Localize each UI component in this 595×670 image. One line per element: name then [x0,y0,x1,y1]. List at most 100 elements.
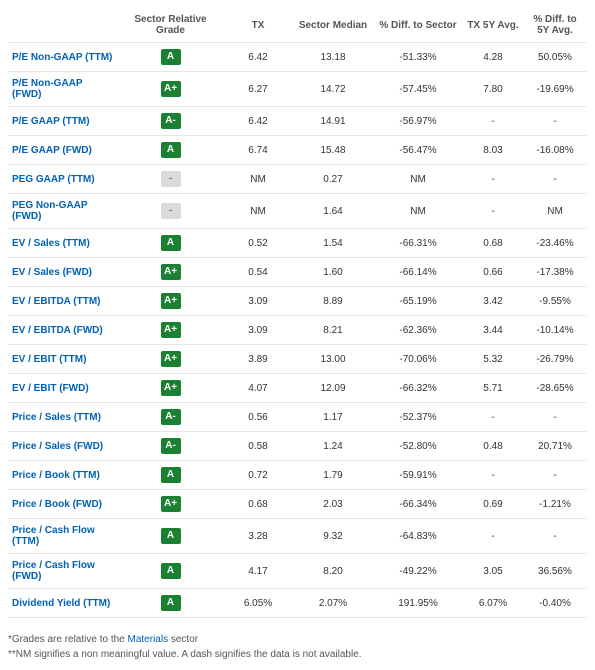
grade-cell: A [118,519,223,554]
metric-cell[interactable]: EV / EBIT (TTM) [8,345,118,374]
diff-sector-cell: NM [373,194,463,229]
metric-cell[interactable]: EV / Sales (FWD) [8,258,118,287]
table-row: Price / Book (TTM)A0.721.79-59.91%-- [8,461,587,490]
grade-cell: A [118,229,223,258]
grade-cell: - [118,194,223,229]
metric-cell[interactable]: P/E Non-GAAP (TTM) [8,43,118,72]
table-body: P/E Non-GAAP (TTM)A6.4213.18-51.33%4.285… [8,43,587,618]
table-row: PEG Non-GAAP (FWD)-NM1.64NM-NM [8,194,587,229]
table-row: EV / EBIT (TTM)A+3.8913.00-70.06%5.32-26… [8,345,587,374]
diff-sector-cell: -66.14% [373,258,463,287]
grade-cell: A+ [118,345,223,374]
tx-cell: 6.42 [223,107,293,136]
tx-cell: 6.42 [223,43,293,72]
grade-badge: A- [161,113,181,129]
tx5y-cell: 4.28 [463,43,523,72]
grade-cell: A- [118,432,223,461]
grade-badge: A [161,235,181,251]
median-cell: 8.21 [293,316,373,345]
grade-badge: A+ [161,322,181,338]
grade-badge: - [161,203,181,219]
median-cell: 14.91 [293,107,373,136]
grade-cell: A- [118,107,223,136]
metric-cell[interactable]: Price / Book (FWD) [8,490,118,519]
table-row: EV / Sales (TTM)A0.521.54-66.31%0.68-23.… [8,229,587,258]
table-row: P/E Non-GAAP (TTM)A6.4213.18-51.33%4.285… [8,43,587,72]
metric-cell[interactable]: Dividend Yield (TTM) [8,589,118,618]
metric-cell[interactable]: P/E GAAP (FWD) [8,136,118,165]
diff-sector-cell: -62.36% [373,316,463,345]
median-cell: 12.09 [293,374,373,403]
tx5y-cell: - [463,403,523,432]
table-row: P/E Non-GAAP (FWD)A+6.2714.72-57.45%7.80… [8,72,587,107]
diff-sector-cell: -64.83% [373,519,463,554]
median-cell: 2.07% [293,589,373,618]
metric-cell[interactable]: P/E GAAP (TTM) [8,107,118,136]
table-row: PEG GAAP (TTM)-NM0.27NM-- [8,165,587,194]
metric-cell[interactable]: Price / Sales (FWD) [8,432,118,461]
grade-cell: A [118,589,223,618]
grade-cell: - [118,165,223,194]
metric-cell[interactable]: EV / Sales (TTM) [8,229,118,258]
metric-cell[interactable]: PEG GAAP (TTM) [8,165,118,194]
diff-5y-cell: NM [523,194,587,229]
median-cell: 14.72 [293,72,373,107]
diff-5y-cell: -28.65% [523,374,587,403]
metric-cell[interactable]: Price / Book (TTM) [8,461,118,490]
grade-cell: A [118,43,223,72]
diff-sector-cell: -70.06% [373,345,463,374]
tx-cell: NM [223,165,293,194]
metric-cell[interactable]: Price / Cash Flow (TTM) [8,519,118,554]
grade-badge: A [161,49,181,65]
grade-badge: A+ [161,293,181,309]
diff-sector-cell: -52.37% [373,403,463,432]
median-cell: 1.17 [293,403,373,432]
grade-badge: A+ [161,81,181,97]
grade-badge: A+ [161,351,181,367]
diff-sector-cell: -51.33% [373,43,463,72]
tx-cell: 0.56 [223,403,293,432]
table-row: Price / Cash Flow (FWD)A4.178.20-49.22%3… [8,554,587,589]
footnote-grades-suffix: sector [168,634,198,645]
tx-cell: 3.09 [223,287,293,316]
metric-cell[interactable]: P/E Non-GAAP (FWD) [8,72,118,107]
col-tx: TX [223,8,293,43]
grade-badge: A [161,563,181,579]
tx-cell: 6.05% [223,589,293,618]
grade-cell: A+ [118,258,223,287]
materials-link[interactable]: Materials [128,634,169,645]
median-cell: 0.27 [293,165,373,194]
tx5y-cell: - [463,461,523,490]
col-diff-sector: % Diff. to Sector [373,8,463,43]
tx-cell: 0.58 [223,432,293,461]
grade-badge: A [161,528,181,544]
median-cell: 15.48 [293,136,373,165]
tx5y-cell: - [463,165,523,194]
grade-cell: A+ [118,374,223,403]
table-header: Sector Relative Grade TX Sector Median %… [8,8,587,43]
footnote-grades: *Grades are relative to the Materials se… [8,632,587,647]
diff-5y-cell: - [523,165,587,194]
diff-5y-cell: -19.69% [523,72,587,107]
grade-cell: A+ [118,72,223,107]
metric-cell[interactable]: Price / Sales (TTM) [8,403,118,432]
diff-sector-cell: 191.95% [373,589,463,618]
footnote-nm: **NM signifies a non meaningful value. A… [8,647,587,662]
table-row: Price / Sales (TTM)A-0.561.17-52.37%-- [8,403,587,432]
tx-cell: 3.09 [223,316,293,345]
tx5y-cell: 0.66 [463,258,523,287]
metric-cell[interactable]: EV / EBITDA (TTM) [8,287,118,316]
diff-5y-cell: -23.46% [523,229,587,258]
grade-badge: A+ [161,496,181,512]
diff-5y-cell: - [523,461,587,490]
metric-cell[interactable]: EV / EBITDA (FWD) [8,316,118,345]
metric-cell[interactable]: PEG Non-GAAP (FWD) [8,194,118,229]
diff-5y-cell: -1.21% [523,490,587,519]
metric-cell[interactable]: Price / Cash Flow (FWD) [8,554,118,589]
metric-cell[interactable]: EV / EBIT (FWD) [8,374,118,403]
diff-sector-cell: -59.91% [373,461,463,490]
table-row: EV / EBITDA (FWD)A+3.098.21-62.36%3.44-1… [8,316,587,345]
diff-sector-cell: -49.22% [373,554,463,589]
tx5y-cell: 3.44 [463,316,523,345]
median-cell: 1.79 [293,461,373,490]
